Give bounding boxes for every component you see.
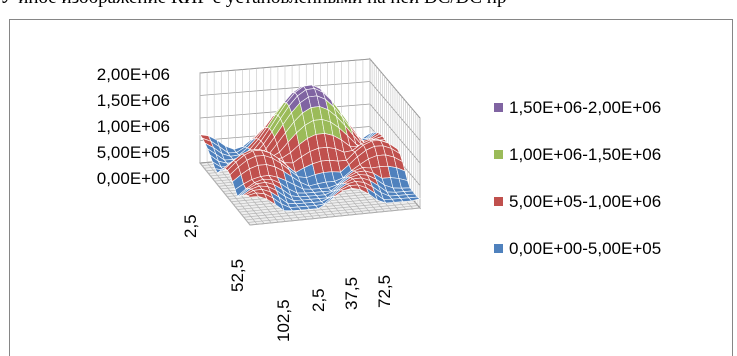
surface-mesh [199,84,421,212]
y-axis-labels: 2,00E+06 1,50E+06 1,00E+06 5,00E+05 0,00E+00 [97,65,170,188]
legend-swatch [494,197,503,207]
legend-swatch [494,150,503,160]
legend-item: 0,00E+00-5,00E+05 [494,237,729,261]
x-tick-label: 102,5 [274,299,293,342]
depth-tick-label: 72,5 [375,275,394,308]
surface-cell [408,196,421,202]
y-tick-label: 2,00E+06 [97,65,170,84]
y-tick-label: 0,00E+00 [97,169,170,188]
y-tick-label: 1,50E+06 [97,91,170,110]
depth-tick-label: 37,5 [342,277,361,310]
x-tick-label: 2,5 [181,214,200,238]
floor-gridline [249,207,421,226]
legend-swatch [494,103,503,113]
chart-legend: 1,50E+06-2,00E+06 1,00E+06-1,50E+06 5,00E+… [494,96,729,284]
y-tick-label: 5,00E+05 [97,143,170,162]
depth-axis-labels: 2,5 37,5 72,5 [309,275,394,312]
floor-gridline [243,200,414,218]
legend-item: 1,00E+06-1,50E+06 [494,143,729,167]
legend-label: 5,00E+05-1,00E+06 [509,192,662,211]
y-tick-label: 1,00E+06 [97,117,170,136]
legend-label: 0,00E+00-5,00E+05 [509,239,662,258]
floor-gridline [247,205,418,223]
x-axis-labels: 2,5 52,5 102,5 [181,214,293,342]
legend-item: 1,50E+06-2,00E+06 [494,96,729,120]
legend-swatch [494,244,503,254]
legend-label: 1,00E+06-1,50E+06 [509,145,662,164]
legend-label: 1,50E+06-2,00E+06 [509,98,662,117]
page-caption: У иное изображение КИР с установленными … [0,0,737,9]
depth-tick-label: 2,5 [309,288,328,312]
x-tick-label: 52,5 [228,259,247,292]
legend-item: 5,00E+05-1,00E+06 [494,190,729,214]
floor-gridline [245,202,416,221]
